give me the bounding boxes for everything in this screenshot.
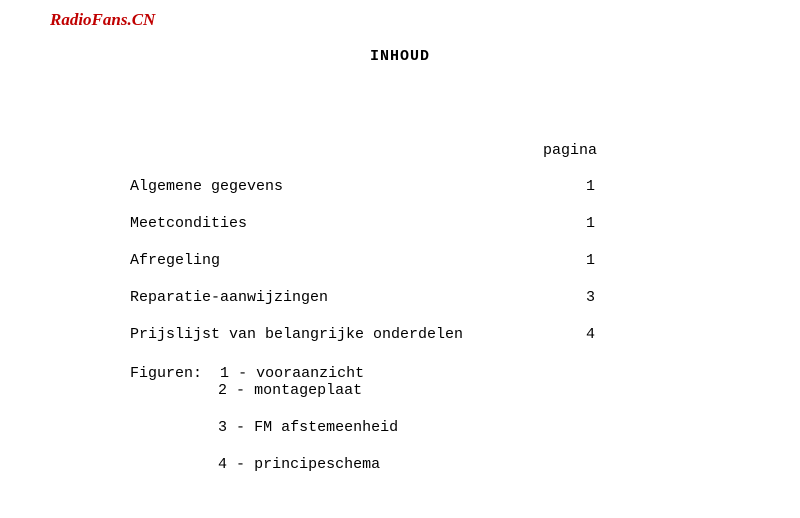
toc-page-number: 1 bbox=[570, 215, 600, 232]
watermark-text: RadioFans.CN bbox=[50, 10, 155, 30]
toc-label: Algemene gegevens bbox=[130, 178, 570, 195]
toc-row: Reparatie-aanwijzingen 3 bbox=[130, 289, 600, 306]
figuren-text: FM afstemeenheid bbox=[254, 419, 398, 436]
toc-page-number: 1 bbox=[570, 178, 600, 195]
figuren-row: Figuren: 1 - vooraanzicht bbox=[130, 365, 364, 382]
toc-page-number: 3 bbox=[570, 289, 600, 306]
figuren-separator: - bbox=[236, 456, 245, 473]
figuren-text: vooraanzicht bbox=[256, 365, 364, 382]
pagina-column-header: pagina bbox=[543, 142, 597, 159]
figuren-section: Figuren: 1 - vooraanzicht 2 - montagepla… bbox=[130, 365, 398, 493]
table-of-contents: Algemene gegevens 1 Meetcondities 1 Afre… bbox=[130, 178, 600, 363]
figuren-text: principeschema bbox=[254, 456, 380, 473]
figuren-separator: - bbox=[236, 382, 245, 399]
toc-row: Meetcondities 1 bbox=[130, 215, 600, 232]
toc-row: Algemene gegevens 1 bbox=[130, 178, 600, 195]
figuren-number: 3 bbox=[218, 419, 227, 436]
toc-row: Prijslijst van belangrijke onderdelen 4 bbox=[130, 326, 600, 343]
toc-label: Meetcondities bbox=[130, 215, 570, 232]
toc-label: Reparatie-aanwijzingen bbox=[130, 289, 570, 306]
figuren-label: Figuren: bbox=[130, 365, 202, 382]
toc-label: Prijslijst van belangrijke onderdelen bbox=[130, 326, 570, 343]
toc-label: Afregeling bbox=[130, 252, 570, 269]
figuren-number: 4 bbox=[218, 456, 227, 473]
figuren-row: 2 - montageplaat bbox=[218, 382, 398, 399]
figuren-separator: - bbox=[238, 365, 247, 382]
toc-page-number: 1 bbox=[570, 252, 600, 269]
figuren-number: 1 bbox=[220, 365, 229, 382]
toc-row: Afregeling 1 bbox=[130, 252, 600, 269]
toc-page-number: 4 bbox=[570, 326, 600, 343]
page-title: INHOUD bbox=[0, 48, 800, 65]
figuren-text: montageplaat bbox=[254, 382, 362, 399]
figuren-separator: - bbox=[236, 419, 245, 436]
figuren-number: 2 bbox=[218, 382, 227, 399]
figuren-row: 4 - principeschema bbox=[218, 456, 398, 473]
figuren-row: 3 - FM afstemeenheid bbox=[218, 419, 398, 436]
